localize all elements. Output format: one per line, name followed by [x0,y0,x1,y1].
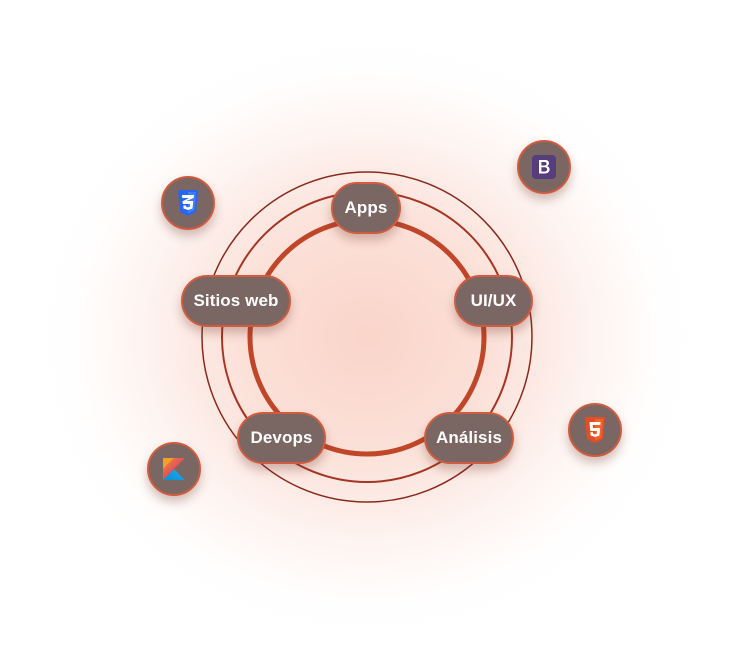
kotlin-badge[interactable] [147,442,201,496]
node-uiux[interactable]: UI/UX [454,275,533,327]
html5-icon [585,417,605,443]
outer-thin-ring [201,171,533,503]
bootstrap-icon [532,155,556,179]
html5-badge[interactable] [568,403,622,457]
node-analisis[interactable]: Análisis [424,412,514,464]
node-devops[interactable]: Devops [237,412,326,464]
node-apps-label: Apps [344,198,388,217]
kotlin-icon [163,458,185,480]
node-apps[interactable]: Apps [331,182,401,234]
node-devops-label: Devops [250,428,313,447]
node-sitios-web-label: Sitios web [193,291,279,310]
node-analisis-label: Análisis [436,428,502,447]
css3-badge[interactable] [161,176,215,230]
node-uiux-label: UI/UX [470,291,517,310]
node-sitios-web[interactable]: Sitios web [181,275,291,327]
css3-icon [178,190,198,216]
bootstrap-badge[interactable] [517,140,571,194]
